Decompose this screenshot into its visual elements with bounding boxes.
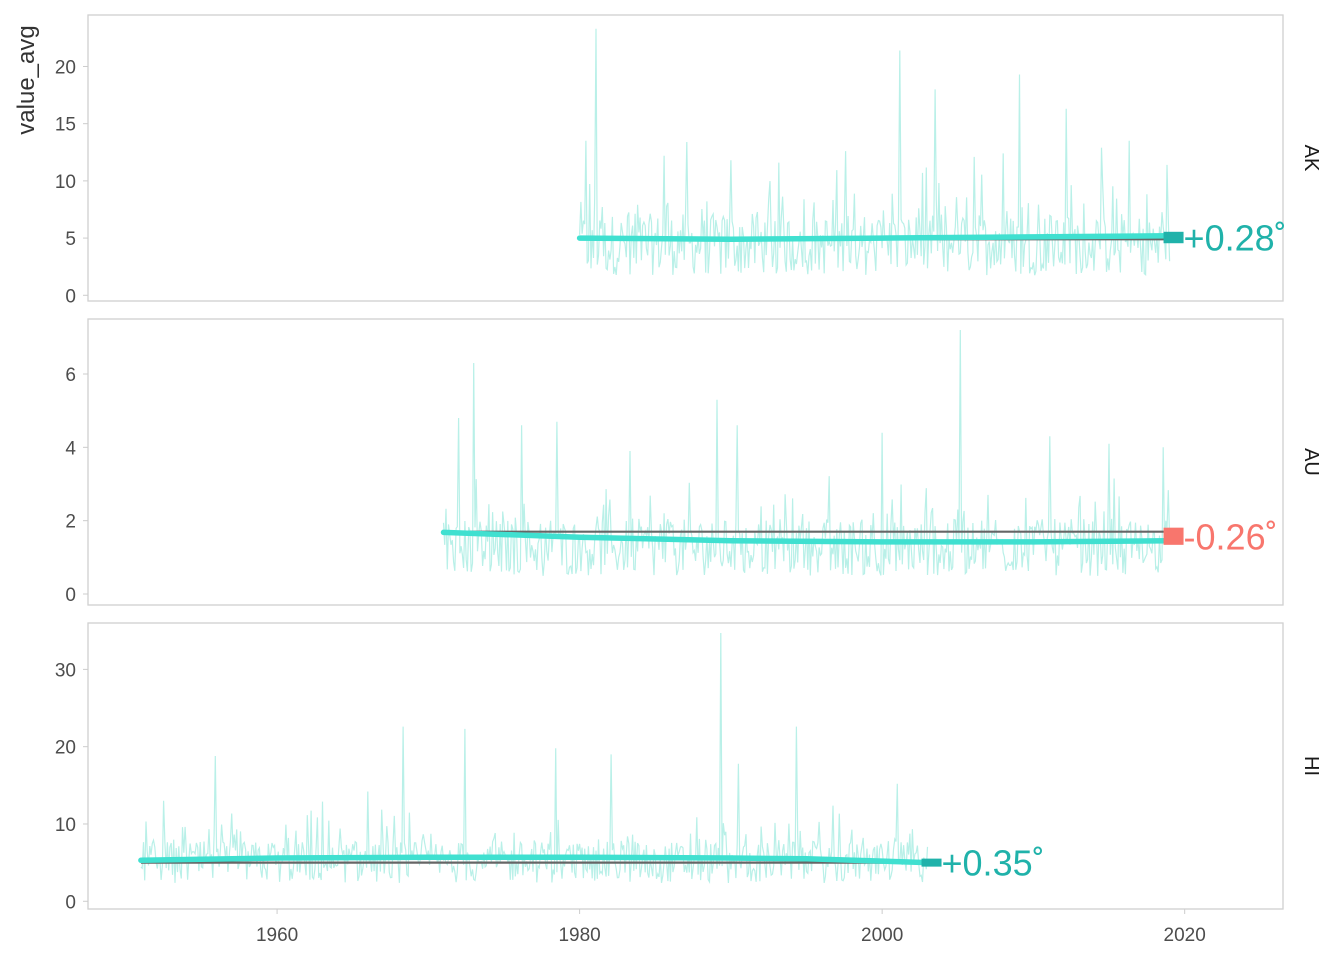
panel-au: 0 2 4 6 -0.26˚ AU (65, 318, 1322, 606)
y-tick-label: 0 (65, 286, 76, 307)
change-marker (921, 858, 942, 867)
x-tick-label: 2020 (1164, 925, 1206, 946)
facet-strip-label: AU (1300, 448, 1322, 476)
change-label: +0.35˚ (942, 843, 1045, 884)
change-label: -0.26˚ (1184, 516, 1278, 557)
y-tick-label: 10 (55, 815, 76, 836)
x-tick-label: 2000 (861, 925, 903, 946)
y-tick-label: 15 (55, 115, 76, 136)
panel-hi: 0 10 20 30 +0.35˚ HI (55, 622, 1322, 913)
panel-border (87, 14, 1284, 302)
smooth-trend-line (138, 854, 931, 866)
change-marker (1163, 231, 1184, 244)
x-tick-label: 1980 (558, 925, 600, 946)
y-axis-title: value_avg (13, 25, 40, 134)
y-tick-label: 2 (65, 512, 76, 533)
change-label: +0.28˚ (1184, 218, 1287, 259)
smooth-trend-line (440, 529, 1173, 545)
facet-strip-label: HI (1300, 756, 1322, 776)
y-tick-label: 30 (55, 660, 76, 681)
y-tick-label: 5 (65, 229, 76, 250)
y-tick-label: 10 (55, 172, 76, 193)
raw-series-line (140, 632, 929, 885)
y-tick-label: 20 (55, 57, 76, 78)
raw-series-line (579, 28, 1171, 276)
x-tick-label: 1960 (256, 925, 298, 946)
y-tick-label: 4 (65, 438, 76, 459)
y-tick-label: 20 (55, 738, 76, 759)
y-tick-label: 0 (65, 892, 76, 913)
panel-border (87, 318, 1284, 606)
y-tick-label: 0 (65, 585, 76, 606)
smooth-trend-line (576, 233, 1173, 242)
facet-strip-label: AK (1300, 145, 1322, 172)
change-marker (1163, 527, 1184, 545)
y-tick-label: 6 (65, 365, 76, 386)
panel-ak: 0 5 10 15 20 +0.28˚ AK (55, 14, 1322, 307)
panel-border (87, 622, 1284, 910)
